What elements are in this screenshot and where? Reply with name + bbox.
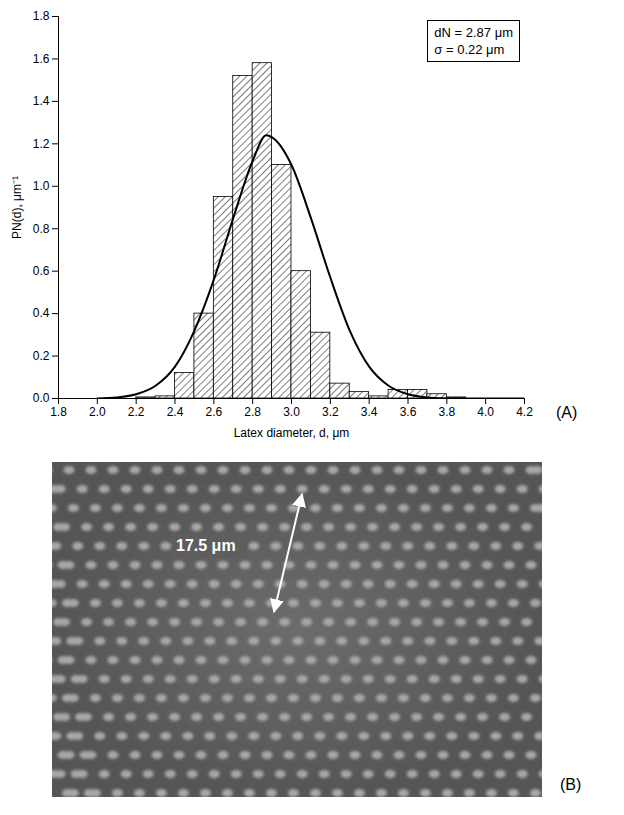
svg-text:1.8: 1.8 xyxy=(33,9,50,23)
svg-text:2.0: 2.0 xyxy=(89,405,106,419)
html-text:dN = 2.87 μm: dN = 2.87 μm xyxy=(434,25,513,40)
html-text:σ = 0.22 μm: σ = 0.22 μm xyxy=(434,42,505,57)
svg-text:PN(d), μm⁻¹: PN(d), μm⁻¹ xyxy=(10,176,24,239)
svg-text:1.0: 1.0 xyxy=(33,179,50,193)
svg-text:1.2: 1.2 xyxy=(33,137,50,151)
svg-text:3.8: 3.8 xyxy=(438,405,455,419)
svg-text:0.6: 0.6 xyxy=(33,264,50,278)
svg-text:0.2: 0.2 xyxy=(33,349,50,363)
html-text:(A): (A) xyxy=(556,404,578,421)
svg-text:1.4: 1.4 xyxy=(33,94,50,108)
svg-text:2.8: 2.8 xyxy=(244,405,261,419)
svg-text:2.4: 2.4 xyxy=(167,405,184,419)
svg-text:3.4: 3.4 xyxy=(361,405,378,419)
svg-text:4.0: 4.0 xyxy=(477,405,494,419)
svg-text:4.2: 4.2 xyxy=(516,405,533,419)
svg-text:3.6: 3.6 xyxy=(400,405,417,419)
svg-text:2.6: 2.6 xyxy=(205,405,222,419)
svg-text:3.0: 3.0 xyxy=(283,405,300,419)
svg-text:2.2: 2.2 xyxy=(128,405,145,419)
svg-text:1.6: 1.6 xyxy=(33,52,50,66)
html-text:(B): (B) xyxy=(560,776,582,793)
svg-text:0.0: 0.0 xyxy=(33,391,50,405)
svg-text:1.8: 1.8 xyxy=(50,405,67,419)
svg-text:17.5 μm: 17.5 μm xyxy=(176,537,236,554)
svg-text:Latex diameter, d, μm: Latex diameter, d, μm xyxy=(234,426,350,440)
svg-text:0.4: 0.4 xyxy=(33,306,50,320)
svg-text:3.2: 3.2 xyxy=(322,405,339,419)
svg-text:0.8: 0.8 xyxy=(33,222,50,236)
